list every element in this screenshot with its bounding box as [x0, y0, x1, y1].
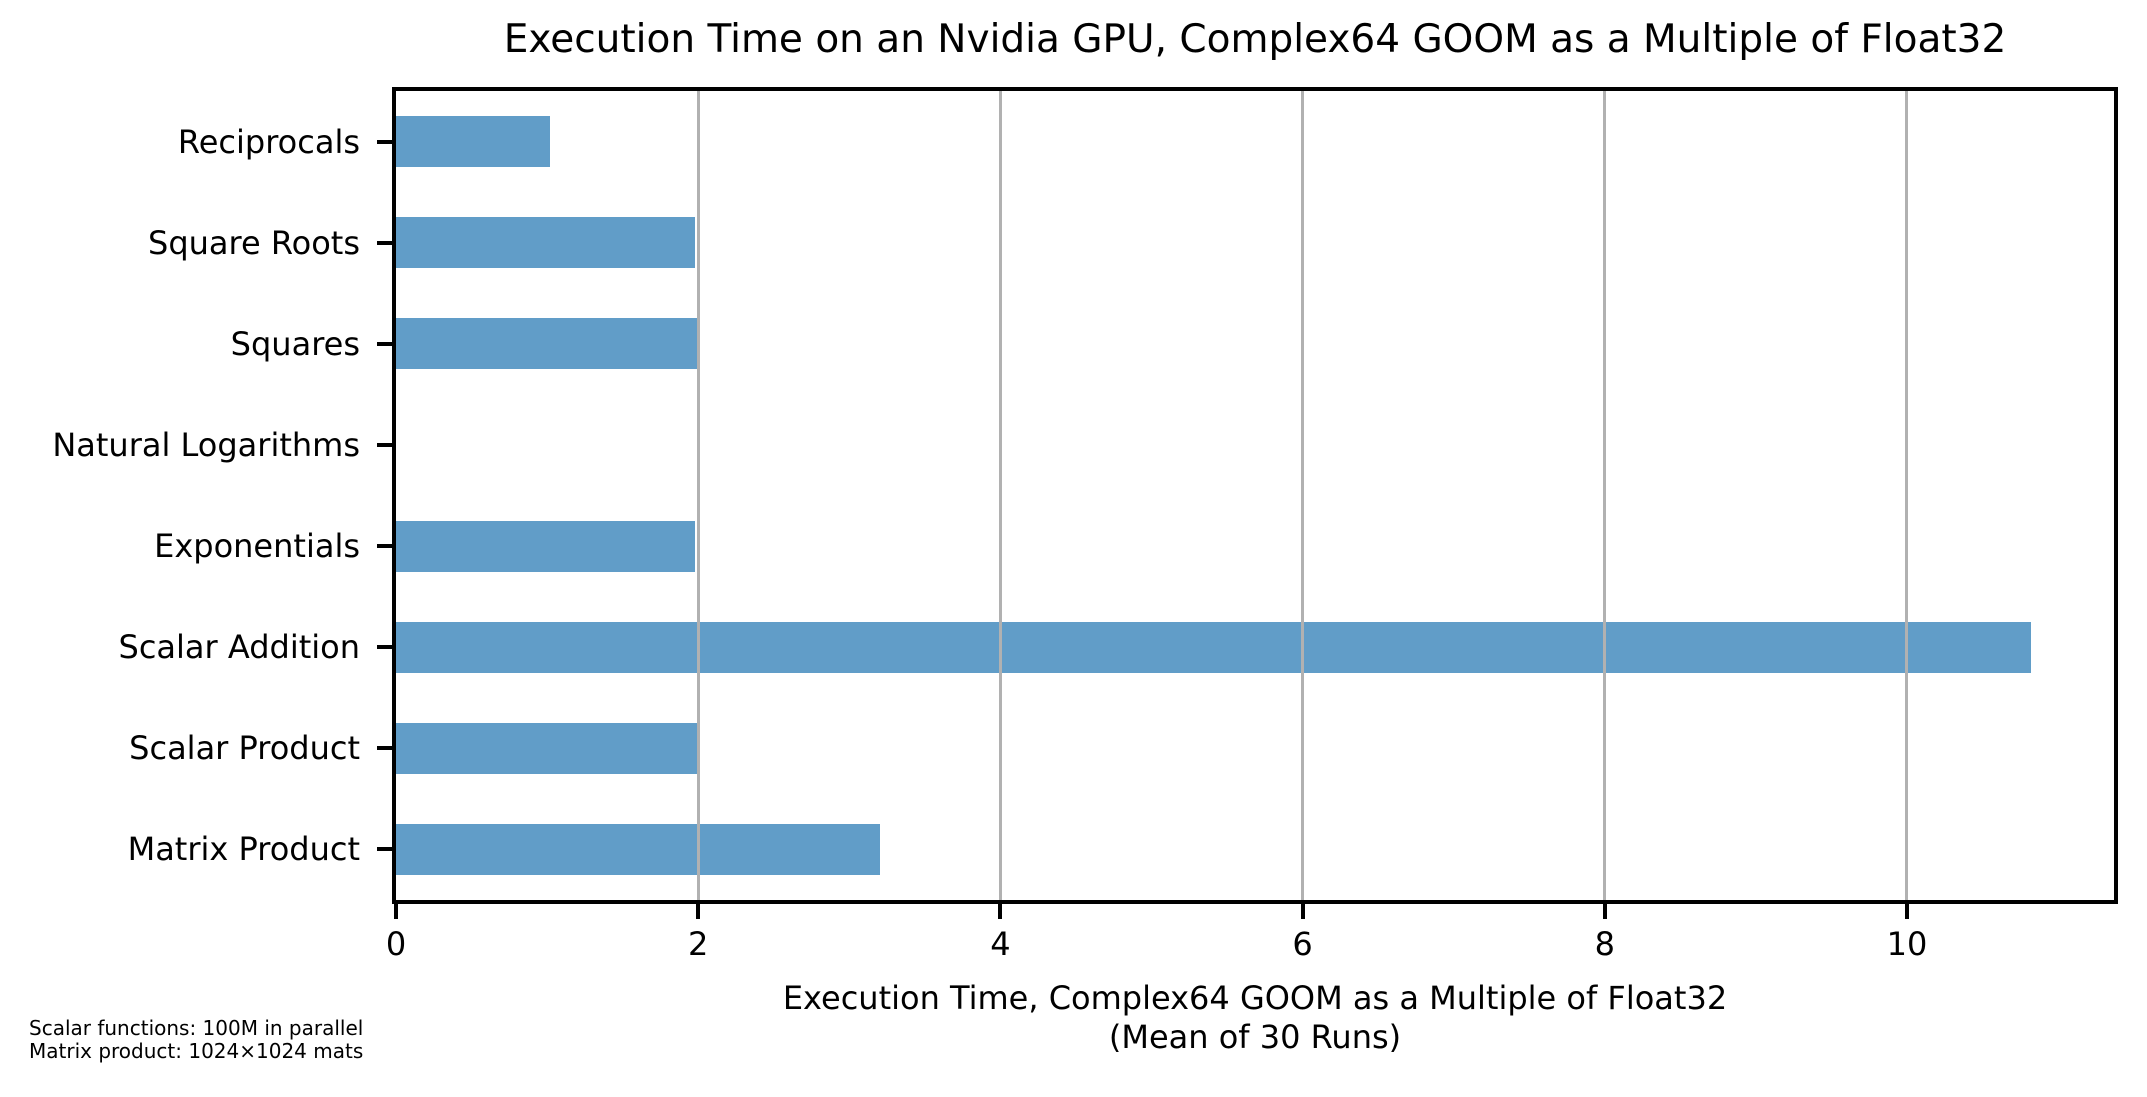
y-tick-mark-matrix-product [377, 847, 392, 852]
footnote: Scalar functions: 100M in parallel Matri… [29, 1017, 363, 1063]
bar-square-roots [396, 217, 696, 269]
y-tick-mark-scalar-product [377, 746, 392, 751]
gridline-x-8 [1603, 91, 1607, 900]
x-axis-label-line2: (Mean of 30 Runs) [1108, 1018, 1402, 1056]
x-axis-label-line1: Execution Time, Complex64 GOOM as a Mult… [782, 979, 1728, 1017]
y-tick-mark-squares [377, 341, 392, 346]
y-tick-mark-square-roots [377, 240, 392, 245]
x-tick-label-4: 4 [990, 925, 1011, 963]
y-tick-mark-exponentials [377, 544, 392, 549]
footnote-line1: Scalar functions: 100M in parallel [29, 1016, 364, 1040]
gridline-x-10 [1905, 91, 1909, 900]
bar-exponentials [396, 520, 696, 572]
bar-reciprocals [396, 116, 551, 168]
x-tick-mark-2 [696, 904, 701, 919]
x-tick-mark-4 [998, 904, 1003, 919]
x-tick-mark-6 [1300, 904, 1305, 919]
y-tick-label-scalar-product: Scalar Product [129, 729, 360, 768]
y-tick-mark-scalar-addition [377, 645, 392, 650]
x-tick-label-10: 10 [1886, 925, 1928, 963]
bar-squares [396, 318, 697, 370]
y-tick-label-natural-logarithms: Natural Logarithms [52, 425, 360, 464]
x-tick-mark-0 [394, 904, 398, 919]
footnote-line2: Matrix product: 1024×1024 mats [29, 1039, 364, 1063]
plot-area [392, 87, 2118, 904]
x-tick-label-6: 6 [1292, 925, 1313, 963]
x-tick-label-8: 8 [1594, 925, 1615, 963]
gridline-x-6 [1301, 91, 1305, 900]
y-tick-label-matrix-product: Matrix Product [127, 830, 360, 869]
bar-matrix-product [396, 823, 880, 875]
y-tick-label-exponentials: Exponentials [154, 527, 360, 566]
x-axis-label: Execution Time, Complex64 GOOM as a Mult… [392, 979, 2118, 1057]
y-tick-label-scalar-addition: Scalar Addition [118, 628, 360, 667]
gridline-x-4 [998, 91, 1002, 900]
x-tick-label-0: 0 [385, 925, 407, 963]
y-tick-label-squares: Squares [230, 324, 360, 363]
y-tick-mark-reciprocals [377, 139, 392, 144]
gridline-x-2 [696, 91, 700, 900]
y-tick-mark-natural-logarithms [377, 442, 392, 447]
x-tick-mark-10 [1904, 904, 1909, 919]
chart-title: Execution Time on an Nvidia GPU, Complex… [503, 17, 2007, 62]
y-tick-label-square-roots: Square Roots [148, 223, 360, 262]
x-tick-label-2: 2 [688, 925, 709, 963]
bar-scalar-addition [396, 621, 2031, 673]
bar-scalar-product [396, 722, 699, 774]
y-tick-label-reciprocals: Reciprocals [177, 122, 360, 161]
x-tick-mark-8 [1602, 904, 1607, 919]
